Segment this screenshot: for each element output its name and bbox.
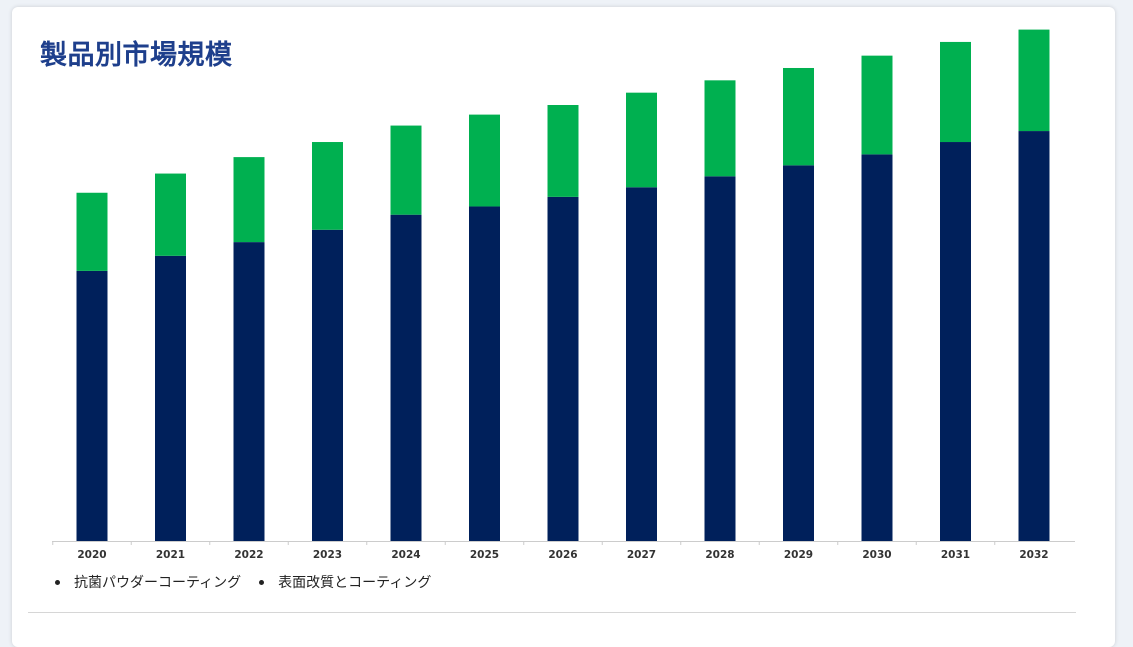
bar-2032-series2 bbox=[1018, 29, 1050, 132]
bar-2024-series1 bbox=[390, 214, 422, 542]
bar-2031-series2 bbox=[940, 41, 971, 143]
bar-2023-series2 bbox=[312, 142, 343, 230]
bar-2025-series1 bbox=[469, 206, 500, 541]
bar-2030-series1 bbox=[861, 154, 893, 541]
chart-title: 製品別市場規模 bbox=[40, 40, 233, 71]
bar-2022-series1 bbox=[233, 242, 265, 541]
x-tick-label: 2020 bbox=[77, 549, 106, 561]
x-tick-label: 2023 bbox=[313, 549, 342, 561]
x-tick-label: 2024 bbox=[391, 549, 420, 561]
x-tick-label: 2031 bbox=[941, 549, 970, 561]
bar-2027-series1 bbox=[626, 187, 657, 541]
bar-2020-series1 bbox=[76, 270, 108, 541]
bar-2023-series1 bbox=[312, 229, 343, 541]
bar-2020-series2 bbox=[76, 192, 108, 271]
bar-2022-series2 bbox=[233, 157, 265, 243]
x-tick-label: 2027 bbox=[627, 549, 656, 561]
bar-2026-series1 bbox=[547, 196, 579, 541]
bar-2031-series1 bbox=[940, 142, 971, 541]
bar-2028-series2 bbox=[704, 80, 736, 177]
x-tick-label: 2021 bbox=[156, 549, 185, 561]
legend-bullet bbox=[259, 579, 265, 585]
bar-2032-series1 bbox=[1018, 131, 1050, 541]
chart-legend: 抗菌パウダーコーティング 表面改質とコーティング bbox=[55, 572, 449, 592]
bar-2029-series1 bbox=[783, 165, 814, 541]
x-tick-label: 2022 bbox=[234, 549, 263, 561]
bar-2021-series2 bbox=[155, 173, 186, 256]
bar-2029-series2 bbox=[783, 67, 814, 166]
bar-2021-series1 bbox=[155, 255, 186, 542]
x-tick-label: 2030 bbox=[862, 549, 891, 561]
legend-label-series2: 表面改質とコーティング bbox=[278, 575, 432, 591]
x-tick-label: 2029 bbox=[784, 549, 813, 561]
legend-bullet bbox=[55, 579, 60, 585]
bar-2030-series2 bbox=[861, 55, 893, 155]
bar-2026-series2 bbox=[547, 105, 579, 197]
bar-2024-series2 bbox=[390, 125, 422, 215]
x-tick-label: 2028 bbox=[705, 549, 734, 561]
legend-item-series1: 抗菌パウダーコーティング bbox=[55, 572, 241, 592]
stacked-bar-chart: 2020 2021 2022 2023 2024 2025 2026 2027 2028 2029… bbox=[52, 29, 1075, 561]
bar-2028-series1 bbox=[704, 176, 736, 542]
bar-2027-series2 bbox=[626, 92, 657, 188]
legend-label-series1: 抗菌パウダーコーティング bbox=[74, 575, 242, 591]
x-tick-label: 2025 bbox=[470, 549, 499, 561]
x-tick-label: 2032 bbox=[1019, 549, 1048, 561]
bar-2025-series2 bbox=[469, 114, 500, 207]
x-tick-label: 2026 bbox=[548, 549, 577, 561]
legend-item-series2: 表面改質とコーティング bbox=[259, 572, 431, 592]
divider bbox=[28, 612, 1076, 613]
